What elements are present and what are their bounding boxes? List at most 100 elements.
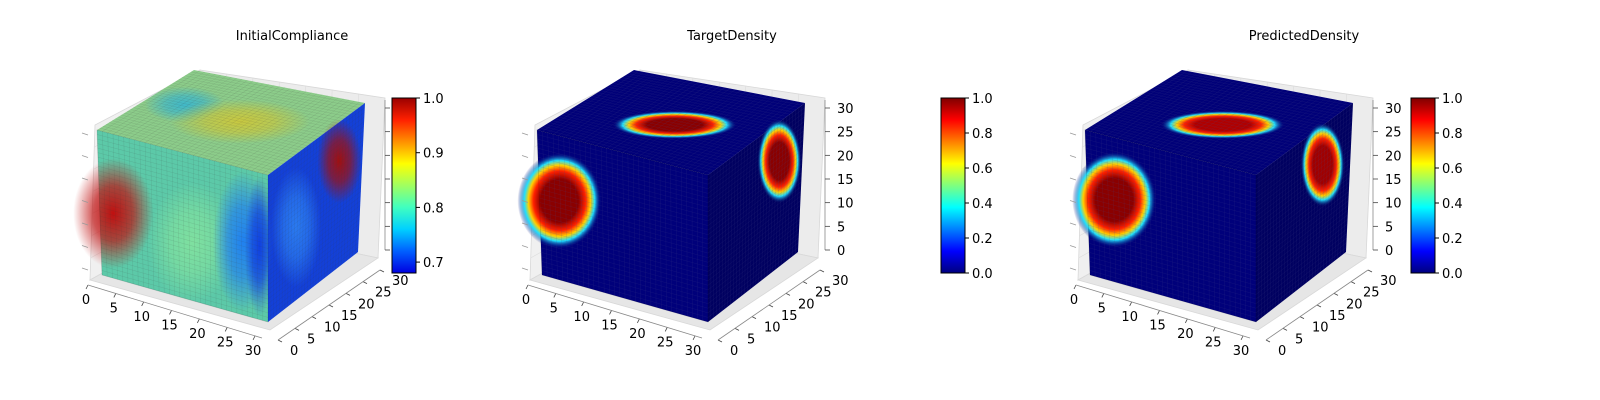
y-tick-mark xyxy=(1367,269,1373,273)
y-tick-label: 15 xyxy=(341,309,358,324)
x-tick-label: 30 xyxy=(245,344,262,359)
x-tick-mark xyxy=(113,293,117,298)
x-tick-mark xyxy=(664,327,668,332)
x-tick-label: 0 xyxy=(522,293,530,308)
z-tick-label: 15 xyxy=(837,173,854,188)
z-left-tick xyxy=(1069,155,1077,158)
y-tick-mark xyxy=(1299,316,1305,320)
x-tick-mark xyxy=(197,318,200,324)
y-tick-mark xyxy=(345,292,351,296)
z-tick-label: 25 xyxy=(837,126,854,141)
x-tick-mark xyxy=(169,310,172,315)
colorbar-tick-label: 0.0 xyxy=(1442,267,1463,282)
y-tick-label: 30 xyxy=(392,274,409,289)
colorbar-tick-label: 1.0 xyxy=(1442,92,1463,107)
x-axis-line xyxy=(1075,284,1251,339)
x-tick-mark xyxy=(609,310,612,315)
x-tick-label: 0 xyxy=(82,293,90,308)
x-tick-label: 25 xyxy=(657,335,674,350)
cube-front-edge xyxy=(96,129,269,323)
colorbar-tick-label: 0.2 xyxy=(972,232,993,247)
panel-title: PredictedDensity xyxy=(1249,29,1360,44)
y-tick-label: 20 xyxy=(798,297,815,312)
colorbar xyxy=(940,97,966,274)
y-tick-label: 0 xyxy=(730,344,738,359)
y-tick-label: 10 xyxy=(324,321,341,336)
x-tick-label: 30 xyxy=(685,344,702,359)
y-tick-mark xyxy=(311,316,317,320)
x-tick-label: 10 xyxy=(1121,310,1138,325)
z-left-tick xyxy=(81,200,89,203)
y-tick-label: 15 xyxy=(781,309,798,324)
x-tick-label: 30 xyxy=(1233,344,1250,359)
z-left-tick xyxy=(1069,200,1077,203)
z-tick-label: 0 xyxy=(1385,244,1393,259)
y-tick-mark xyxy=(717,339,723,343)
y-tick-label: 20 xyxy=(1346,297,1363,312)
x-tick-label: 20 xyxy=(1177,327,1194,342)
colorbar-tick-label: 0.8 xyxy=(972,127,993,142)
x-tick-label: 5 xyxy=(550,302,558,317)
x-tick-label: 15 xyxy=(1149,318,1166,333)
y-tick-mark xyxy=(294,327,300,331)
colorbar-tick-label: 0.4 xyxy=(1442,197,1463,212)
y-axis-line xyxy=(717,269,821,341)
hot-spot-top xyxy=(169,99,310,144)
x-tick-mark xyxy=(581,301,585,307)
colorbar-tick-label: 1.0 xyxy=(423,92,444,107)
y-tick-label: 20 xyxy=(358,297,375,312)
colorbar-tick-label: 0.2 xyxy=(1442,232,1463,247)
x-tick-mark xyxy=(1157,310,1160,315)
y-tick-mark xyxy=(1265,339,1271,343)
z-left-tick xyxy=(81,222,89,226)
x-tick-mark xyxy=(637,318,640,324)
z-left-tick xyxy=(1069,222,1077,226)
x-tick-label: 25 xyxy=(1205,335,1222,350)
x-tick-mark xyxy=(252,335,256,341)
y-tick-label: 0 xyxy=(290,344,298,359)
y-tick-mark xyxy=(1316,304,1322,308)
y-tick-mark xyxy=(734,327,740,331)
x-tick-mark xyxy=(224,327,228,332)
hot-spot-side xyxy=(1300,122,1345,207)
colorbar-tick-label: 0.0 xyxy=(972,267,993,282)
x-tick-mark xyxy=(1129,301,1133,307)
x-tick-mark xyxy=(1212,327,1216,332)
z-left-tick xyxy=(81,245,89,248)
colorbar-tick-label: 1.0 xyxy=(972,92,993,107)
x-tick-mark xyxy=(692,335,696,341)
y-tick-label: 5 xyxy=(307,332,315,347)
y-tick-mark xyxy=(1333,292,1339,296)
y-tick-label: 10 xyxy=(764,321,781,336)
y-tick-label: 30 xyxy=(1380,274,1397,289)
side-shading xyxy=(271,167,322,288)
front-shading xyxy=(147,182,238,303)
z-tick-label: 30 xyxy=(1385,102,1402,117)
z-left-tick xyxy=(521,267,529,271)
y-tick-label: 25 xyxy=(375,286,392,301)
z-tick-label: 0 xyxy=(837,244,845,259)
colorbar-tick-label: 0.6 xyxy=(972,162,993,177)
y-tick-label: 25 xyxy=(815,286,832,301)
voxel-grid xyxy=(97,70,365,321)
z-left-tick xyxy=(1069,245,1077,248)
y-tick-mark xyxy=(379,269,385,273)
y-axis-line xyxy=(1265,269,1369,341)
z-left-tick xyxy=(1069,267,1077,271)
colorbar-tick-label: 0.7 xyxy=(423,256,444,271)
y-axis-line xyxy=(277,269,381,341)
colorbar-tick-label: 0.8 xyxy=(423,201,444,216)
panel-title: InitialCompliance xyxy=(236,29,349,44)
x-tick-mark xyxy=(1101,293,1105,298)
x-axis-line xyxy=(87,284,263,339)
colorbar-tick-label: 0.9 xyxy=(423,147,444,162)
hot-spot-side xyxy=(757,119,802,204)
cube-front-edge xyxy=(536,129,709,323)
z-tick-label: 20 xyxy=(1385,149,1402,164)
hot-spot-front xyxy=(517,152,602,249)
hot-spot-top xyxy=(1160,110,1285,139)
z-tick-label: 25 xyxy=(1385,126,1402,141)
z-left-tick xyxy=(521,200,529,203)
